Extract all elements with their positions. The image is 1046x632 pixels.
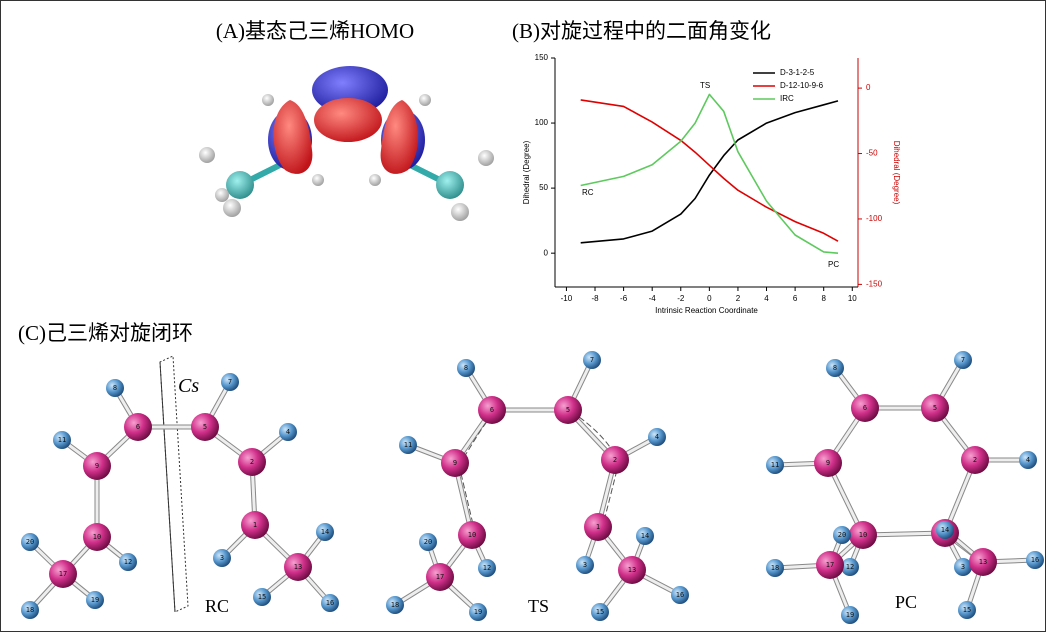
atom-label: 11 xyxy=(58,436,66,444)
atom-label: 8 xyxy=(464,364,468,372)
atom-label: 20 xyxy=(26,538,34,546)
y2-tick-label: -50 xyxy=(866,149,878,158)
atom-label: 9 xyxy=(453,459,457,467)
atom-label: 5 xyxy=(933,404,937,412)
atom-label: 19 xyxy=(846,611,854,619)
atom-label: 1 xyxy=(596,523,600,531)
atom-label: 6 xyxy=(863,404,867,412)
atom-label: 13 xyxy=(628,566,636,574)
atom-label: 5 xyxy=(566,406,570,414)
x-tick-label: -8 xyxy=(591,294,599,303)
atom-label: 16 xyxy=(1031,556,1039,564)
atom-label: 15 xyxy=(596,608,604,616)
x-tick-label: 2 xyxy=(736,294,741,303)
atom-label: 14 xyxy=(321,528,329,536)
y2-axis-label: Dihedral (Degree) xyxy=(892,141,901,205)
atom-label: 13 xyxy=(294,563,302,571)
symmetry-label: Cs xyxy=(178,375,199,397)
atom-label: 3 xyxy=(220,554,224,562)
x-tick-label: 6 xyxy=(793,294,798,303)
panel-a-title: (A)基态己三烯HOMO xyxy=(216,19,414,43)
atom-label: 2 xyxy=(250,458,254,466)
atom-label: 18 xyxy=(391,601,399,609)
x-tick-label: -10 xyxy=(561,294,573,303)
atom-label: 8 xyxy=(833,364,837,372)
x-tick-label: 0 xyxy=(707,294,712,303)
atom-label: 10 xyxy=(93,533,101,541)
atom-label: 6 xyxy=(490,406,494,414)
x-axis-label: Intrinsic Reaction Coordinate xyxy=(655,306,758,315)
legend-label: D-3-1-2-5 xyxy=(780,68,815,77)
atom-label: 6 xyxy=(136,423,140,431)
x-tick-label: 4 xyxy=(764,294,769,303)
atom-label: 7 xyxy=(228,378,232,386)
atom-label: 3 xyxy=(961,563,965,571)
atom-label: 20 xyxy=(838,531,846,539)
y-tick-label: 50 xyxy=(539,183,548,192)
atom-label: 14 xyxy=(941,526,949,534)
atom-label: 15 xyxy=(963,606,971,614)
atom-label: 16 xyxy=(676,591,684,599)
chart-title: (B)对旋过程中的二面角变化 xyxy=(512,19,771,43)
molecule-label: TS xyxy=(528,596,549,616)
panel-c-title: (C)己三烯对旋闭环 xyxy=(18,321,193,345)
atom-label: 1 xyxy=(253,521,257,529)
atom-label: 9 xyxy=(95,462,99,470)
x-tick-label: -6 xyxy=(620,294,628,303)
atom-label: 17 xyxy=(826,561,834,569)
atom-label: 9 xyxy=(826,459,830,467)
y2-tick-label: -150 xyxy=(866,279,883,288)
y2-tick-label: 0 xyxy=(866,83,871,92)
atom-label: 19 xyxy=(474,608,482,616)
molecule-label: PC xyxy=(895,592,917,612)
atom-label: 5 xyxy=(203,423,207,431)
atom-label: 18 xyxy=(26,606,34,614)
atom-label: 18 xyxy=(771,564,779,572)
x-tick-label: 8 xyxy=(821,294,826,303)
legend-label: IRC xyxy=(780,94,794,103)
atom-label: 20 xyxy=(424,538,432,546)
atom-label: 11 xyxy=(404,441,412,449)
atom-label: 17 xyxy=(436,573,444,581)
figure: (A)基态己三烯HOMO (B)对旋过程中的二面角变化 -10 -8 -6 -4 -2 0… xyxy=(0,0,1046,632)
atom-label: 3 xyxy=(583,561,587,569)
y-tick-label: 0 xyxy=(544,248,549,257)
annotation: PC xyxy=(828,260,839,269)
atom-label: 16 xyxy=(326,599,334,607)
atom-label: 2 xyxy=(613,456,617,464)
atom-label: 14 xyxy=(641,532,649,540)
atom-label: 7 xyxy=(590,356,594,364)
atom-label: 19 xyxy=(91,596,99,604)
atom-label: 12 xyxy=(124,558,132,566)
atom-label: 17 xyxy=(59,570,67,578)
x-tick-label: -4 xyxy=(649,294,657,303)
atom-label: 2 xyxy=(973,456,977,464)
annotation: RC xyxy=(582,188,594,197)
x-tick-label: -2 xyxy=(677,294,685,303)
atom-label: 8 xyxy=(113,384,117,392)
x-tick-label: 10 xyxy=(848,294,857,303)
atom-label: 10 xyxy=(468,531,476,539)
atom-label: 4 xyxy=(655,433,659,441)
atom-label: 13 xyxy=(979,558,987,566)
atom-label: 15 xyxy=(258,593,266,601)
y-tick-label: 150 xyxy=(535,53,549,62)
atom-label: 12 xyxy=(483,564,491,572)
y2-tick-label: -100 xyxy=(866,214,883,223)
atom-label: 7 xyxy=(961,356,965,364)
legend-label: D-12-10-9-6 xyxy=(780,81,824,90)
atom-label: 4 xyxy=(1026,456,1030,464)
atom-label: 10 xyxy=(859,531,867,539)
molecule-label: RC xyxy=(205,596,229,616)
y-tick-label: 100 xyxy=(535,118,549,127)
atom-label: 4 xyxy=(286,428,290,436)
atom-label: 11 xyxy=(771,461,779,469)
y-axis-label: Dihedral (Degree) xyxy=(522,140,531,204)
annotation: TS xyxy=(700,81,710,90)
atom-label: 12 xyxy=(846,563,854,571)
